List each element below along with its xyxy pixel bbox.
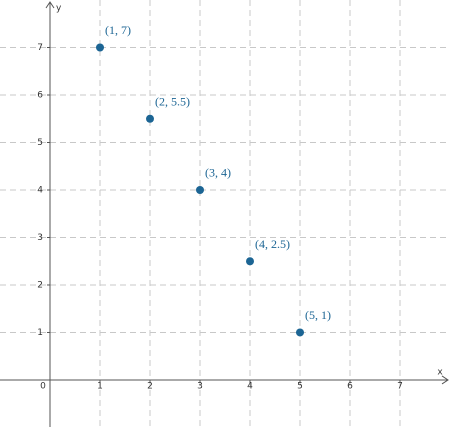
y-tick-label: 1 (37, 328, 43, 338)
x-tick-label: 1 (97, 381, 103, 391)
x-tick-label: 2 (147, 381, 153, 391)
y-tick-label: 5 (37, 138, 43, 148)
x-tick-label: 7 (397, 381, 403, 391)
point (196, 185, 204, 194)
point-label: (3, 4) (205, 166, 231, 180)
y-tick-label: 3 (37, 233, 43, 243)
point (146, 114, 154, 123)
point (246, 257, 254, 266)
x-axis-arrow (441, 375, 449, 385)
x-axis-label: x (437, 367, 443, 377)
y-axis-arrow (45, 1, 55, 9)
point-label: (2, 5.5) (155, 94, 190, 108)
y-axis-label: y (56, 4, 62, 14)
point-label: (4, 2.5) (255, 237, 290, 251)
y-tick-label: 7 (37, 43, 43, 53)
x-tick-label: 5 (297, 381, 303, 391)
point-label: (5, 1) (305, 308, 331, 322)
x-tick-label: 0 (40, 381, 46, 391)
y-tick-label: 6 (37, 90, 43, 100)
y-tick-label: 2 (37, 280, 43, 290)
point (296, 328, 304, 337)
y-tick-label: 4 (37, 185, 43, 195)
x-tick-label: 4 (247, 381, 253, 391)
x-tick-label: 3 (197, 381, 203, 391)
point (96, 43, 104, 52)
x-tick-label: 6 (347, 381, 353, 391)
point-label: (1, 7) (105, 23, 131, 37)
